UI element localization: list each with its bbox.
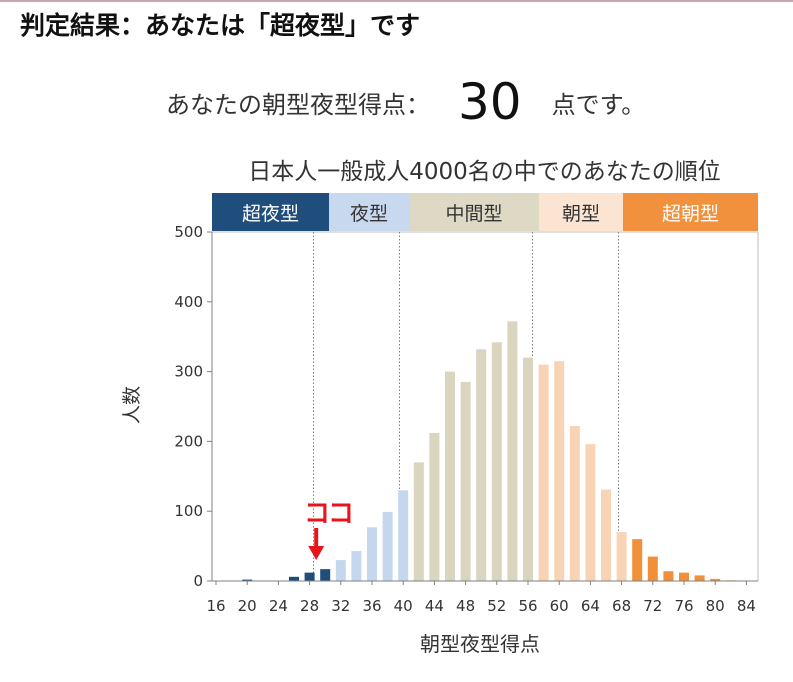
bar-34 xyxy=(351,550,362,581)
bar-44 xyxy=(429,433,440,581)
annotation-arrow-head xyxy=(308,546,325,560)
score-value: 30 xyxy=(458,73,522,131)
top-border xyxy=(0,0,793,2)
bar-56 xyxy=(523,357,533,581)
x-tick-label-16: 16 xyxy=(206,597,225,615)
x-tick-label-60: 60 xyxy=(550,597,569,615)
x-tick-label-44: 44 xyxy=(425,597,444,615)
y-tick-label-200: 200 xyxy=(174,432,203,450)
annotation-label: ココ xyxy=(304,499,354,529)
x-tick-label-80: 80 xyxy=(706,597,725,615)
y-tick-label-100: 100 xyxy=(174,502,203,520)
bar-46 xyxy=(445,371,455,581)
band-super-night: 超夜型 xyxy=(212,193,329,231)
bar-58 xyxy=(538,364,549,581)
bar-70 xyxy=(632,539,643,581)
y-tick-label-400: 400 xyxy=(174,293,203,311)
x-tick-label-36: 36 xyxy=(362,597,381,615)
bar-36 xyxy=(367,527,377,581)
bar-62 xyxy=(569,426,580,581)
bar-74 xyxy=(663,571,674,581)
score-suffix: 点です。 xyxy=(551,90,646,119)
bar-76 xyxy=(679,572,689,581)
score-prefix: あなたの朝型夜型得点： xyxy=(166,90,430,119)
x-tick-label-28: 28 xyxy=(300,597,319,615)
bar-26 xyxy=(289,576,299,581)
bar-52 xyxy=(491,342,502,581)
band-super-morning: 超朝型 xyxy=(623,193,758,231)
x-tick-label-64: 64 xyxy=(581,597,600,615)
y-tick-label-300: 300 xyxy=(174,363,203,381)
x-tick-label-20: 20 xyxy=(238,597,257,615)
x-tick-label-76: 76 xyxy=(674,597,693,615)
score-line: あなたの朝型夜型得点： 30 点です。 xyxy=(166,72,645,132)
bar-60 xyxy=(554,361,565,581)
x-tick-label-84: 84 xyxy=(737,597,756,615)
x-tick-label-48: 48 xyxy=(456,597,475,615)
x-axis-label: 朝型夜型得点 xyxy=(420,632,540,656)
y-tick-label-500: 500 xyxy=(174,223,203,241)
band-morning: 朝型 xyxy=(539,193,623,231)
bar-80 xyxy=(710,578,721,581)
bar-20 xyxy=(242,579,253,581)
chart-title: 日本人一般成人4000名の中でのあなたの順位 xyxy=(248,159,721,185)
x-tick-label-24: 24 xyxy=(269,597,288,615)
band-intermediate: 中間型 xyxy=(409,193,539,231)
bar-68 xyxy=(616,532,627,581)
bar-30 xyxy=(320,569,331,581)
x-tick-label-72: 72 xyxy=(643,597,662,615)
bar-32 xyxy=(335,560,346,581)
bar-28 xyxy=(304,572,315,581)
bar-50 xyxy=(476,349,487,581)
bar-72 xyxy=(647,556,658,581)
x-tick-label-32: 32 xyxy=(331,597,350,615)
bar-64 xyxy=(585,444,596,581)
bar-48 xyxy=(460,382,471,581)
bar-40 xyxy=(398,490,409,581)
x-tick-label-56: 56 xyxy=(518,597,537,615)
x-tick-label-68: 68 xyxy=(612,597,631,615)
x-tick-label-52: 52 xyxy=(487,597,506,615)
category-band-row: 超夜型 夜型 中間型 朝型 超朝型 xyxy=(212,193,758,231)
bar-66 xyxy=(601,489,611,581)
page-title: 判定結果：あなたは「超夜型」です xyxy=(20,11,421,40)
y-tick-label-0: 0 xyxy=(193,572,203,590)
bar-42 xyxy=(413,462,424,581)
bar-38 xyxy=(382,511,393,581)
y-axis-label: 人数 xyxy=(121,386,143,425)
bar-78 xyxy=(694,575,705,581)
band-night: 夜型 xyxy=(329,193,409,231)
bar-54 xyxy=(507,321,518,581)
x-tick-label-40: 40 xyxy=(394,597,413,615)
